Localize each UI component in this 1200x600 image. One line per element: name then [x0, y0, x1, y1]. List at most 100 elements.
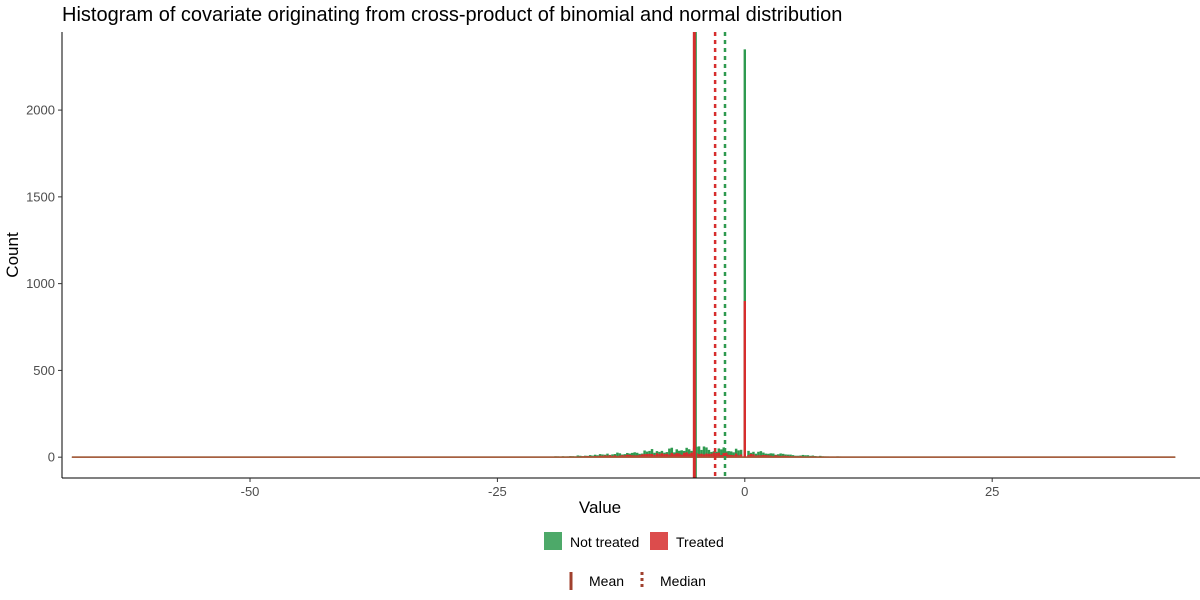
histogram-bar	[720, 449, 723, 458]
histogram-bar	[737, 455, 740, 458]
histogram-bar	[697, 454, 701, 458]
histogram-bar	[628, 454, 631, 458]
histogram-bar	[700, 453, 703, 458]
histogram-bar	[670, 447, 674, 458]
histogram-bar	[660, 453, 664, 458]
histogram-bar	[655, 453, 659, 458]
histogram-bar	[606, 453, 609, 458]
legend-label-treated: Treated	[676, 534, 724, 550]
histogram-bar	[643, 454, 646, 458]
histogram-bar	[720, 454, 723, 458]
histogram-bar	[739, 449, 743, 458]
histogram-bar	[710, 453, 713, 458]
histogram-bar	[658, 454, 661, 458]
histogram-bar	[653, 452, 656, 458]
histogram-bar	[626, 454, 629, 458]
histogram-bar	[645, 453, 649, 458]
x-tick-label: 25	[985, 484, 999, 499]
histogram-bar	[638, 455, 641, 458]
histogram-bar	[767, 455, 770, 458]
legend-lines: Mean Median	[569, 572, 706, 590]
histogram-bar	[729, 454, 733, 458]
legend-swatch-not-treated	[544, 532, 562, 550]
histogram-bar	[774, 455, 777, 458]
chart-title: Histogram of covariate originating from …	[62, 4, 842, 26]
histogram-bar	[705, 447, 708, 458]
histogram-bar	[643, 450, 646, 458]
histogram-bar	[734, 453, 738, 458]
histogram-bar	[631, 455, 634, 458]
histogram-bar	[702, 446, 706, 458]
y-tick-label: 0	[48, 450, 55, 465]
histogram-bar	[727, 454, 730, 458]
histogram-bar	[685, 452, 688, 458]
histogram-bar	[678, 453, 681, 458]
histogram-bar	[663, 454, 666, 458]
legend-label-median: Median	[660, 573, 706, 589]
histogram-bar	[727, 451, 730, 458]
histogram-bar	[759, 451, 763, 458]
legend-swatch-treated	[650, 532, 668, 550]
spike-bar-not-treated	[743, 49, 746, 458]
histogram-bar	[791, 455, 795, 458]
histogram-bar	[732, 452, 735, 458]
histogram-bar	[673, 454, 676, 458]
x-tick-label: -25	[488, 484, 507, 499]
histogram-bar	[618, 455, 622, 458]
histogram-bars	[71, 49, 1176, 458]
histogram-bar	[739, 454, 743, 458]
histogram-bar	[764, 455, 768, 458]
axes: 0 500 1000 1500 2000 -50 -25 0 25	[26, 32, 1200, 499]
histogram-bar	[635, 452, 639, 458]
histogram-bar	[598, 454, 602, 458]
x-axis-title: Value	[579, 498, 621, 517]
histogram-bar	[772, 453, 775, 458]
legend-label-mean: Mean	[589, 573, 624, 589]
histogram-bar	[734, 448, 738, 458]
histogram-bar	[722, 453, 725, 458]
histogram-bar	[702, 454, 706, 458]
histogram-bar	[608, 455, 612, 458]
histogram-bar	[707, 453, 711, 458]
histogram-bar	[623, 455, 627, 458]
histogram-bar	[650, 449, 654, 458]
histogram-bar	[640, 454, 644, 458]
histogram-bar	[757, 451, 760, 458]
histogram-bar	[687, 453, 691, 458]
histogram-bar	[707, 449, 711, 458]
histogram-bar	[752, 454, 755, 458]
histogram-bar	[648, 453, 651, 458]
histogram-bar	[801, 454, 805, 458]
histogram-bar	[762, 452, 765, 458]
histogram-bar	[687, 449, 691, 458]
y-tick-label: 1500	[26, 189, 55, 204]
histogram-bar	[665, 453, 669, 458]
histogram-bar	[747, 455, 750, 458]
histogram-bar	[754, 453, 758, 458]
histogram-bar	[690, 452, 693, 458]
y-tick-label: 1000	[26, 276, 55, 291]
legend-fill: Not treated Treated	[544, 532, 724, 550]
histogram-bar	[682, 452, 686, 458]
histogram-bar	[601, 454, 604, 458]
legend-label-not-treated: Not treated	[570, 534, 639, 550]
histogram-bar	[633, 455, 636, 458]
histogram-bar	[806, 455, 810, 458]
histogram-bar	[762, 454, 765, 458]
bars-not-treated	[71, 452, 1176, 458]
histogram-bar	[596, 455, 599, 458]
histogram-bar	[668, 454, 671, 458]
y-axis-title: Count	[3, 232, 22, 278]
histogram-bar	[804, 455, 807, 458]
x-tick-label: -50	[241, 484, 260, 499]
histogram-bar	[779, 453, 782, 458]
histogram-bar	[697, 446, 701, 458]
histogram-bar	[757, 455, 760, 458]
histogram-bar	[722, 447, 725, 458]
histogram-bar	[769, 453, 773, 458]
histogram-bar	[680, 454, 683, 458]
histogram-bar	[725, 452, 728, 458]
histogram-bar	[700, 449, 703, 458]
histogram-bar	[591, 455, 594, 458]
